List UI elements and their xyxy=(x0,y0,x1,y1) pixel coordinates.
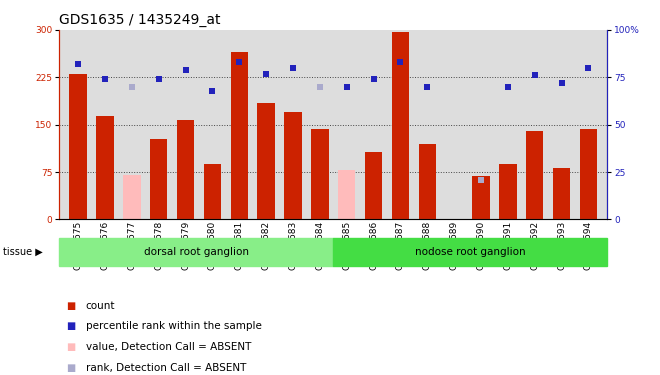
Bar xyxy=(553,168,570,219)
Text: count: count xyxy=(86,301,115,310)
Bar xyxy=(257,103,275,219)
Bar xyxy=(499,164,517,219)
Bar xyxy=(579,129,597,219)
Bar xyxy=(59,238,333,266)
Bar xyxy=(311,129,329,219)
Text: ■: ■ xyxy=(66,321,75,331)
Text: dorsal root ganglion: dorsal root ganglion xyxy=(144,247,249,257)
Text: GDS1635 / 1435249_at: GDS1635 / 1435249_at xyxy=(59,13,221,27)
Bar xyxy=(150,139,168,219)
Bar xyxy=(123,175,141,219)
Bar xyxy=(204,164,221,219)
Bar xyxy=(177,120,194,219)
Text: rank, Detection Call = ABSENT: rank, Detection Call = ABSENT xyxy=(86,363,246,372)
Text: value, Detection Call = ABSENT: value, Detection Call = ABSENT xyxy=(86,342,251,352)
Bar xyxy=(365,152,382,219)
Bar xyxy=(338,170,356,219)
Bar xyxy=(333,238,607,266)
Bar xyxy=(69,74,87,219)
Text: percentile rank within the sample: percentile rank within the sample xyxy=(86,321,261,331)
Text: ■: ■ xyxy=(66,301,75,310)
Text: ■: ■ xyxy=(66,342,75,352)
Bar xyxy=(418,144,436,219)
Bar xyxy=(284,112,302,219)
Text: ■: ■ xyxy=(66,363,75,372)
Bar xyxy=(473,177,490,219)
Text: nodose root ganglion: nodose root ganglion xyxy=(415,247,525,257)
Bar xyxy=(526,131,543,219)
Text: tissue ▶: tissue ▶ xyxy=(3,247,43,257)
Bar xyxy=(96,117,114,219)
Bar xyxy=(391,32,409,219)
Bar xyxy=(230,52,248,219)
